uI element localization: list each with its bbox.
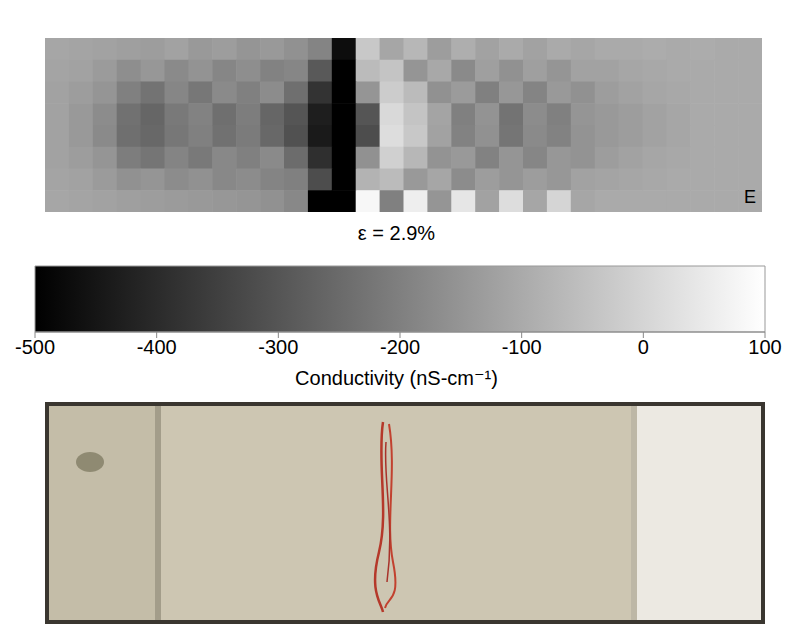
svg-text:-500: -500 <box>15 336 55 358</box>
svg-text:100: 100 <box>748 336 781 358</box>
svg-text:-300: -300 <box>258 336 298 358</box>
svg-text:-100: -100 <box>502 336 542 358</box>
svg-text:-200: -200 <box>380 336 420 358</box>
html-text:E: E <box>744 187 756 207</box>
html-text:ε = 2.9%: ε = 2.9% <box>357 222 436 244</box>
html-text:Conductivity (nS-cm⁻¹): Conductivity (nS-cm⁻¹) <box>295 367 498 389</box>
svg-text:-400: -400 <box>137 336 177 358</box>
svg-text:0: 0 <box>638 336 649 358</box>
